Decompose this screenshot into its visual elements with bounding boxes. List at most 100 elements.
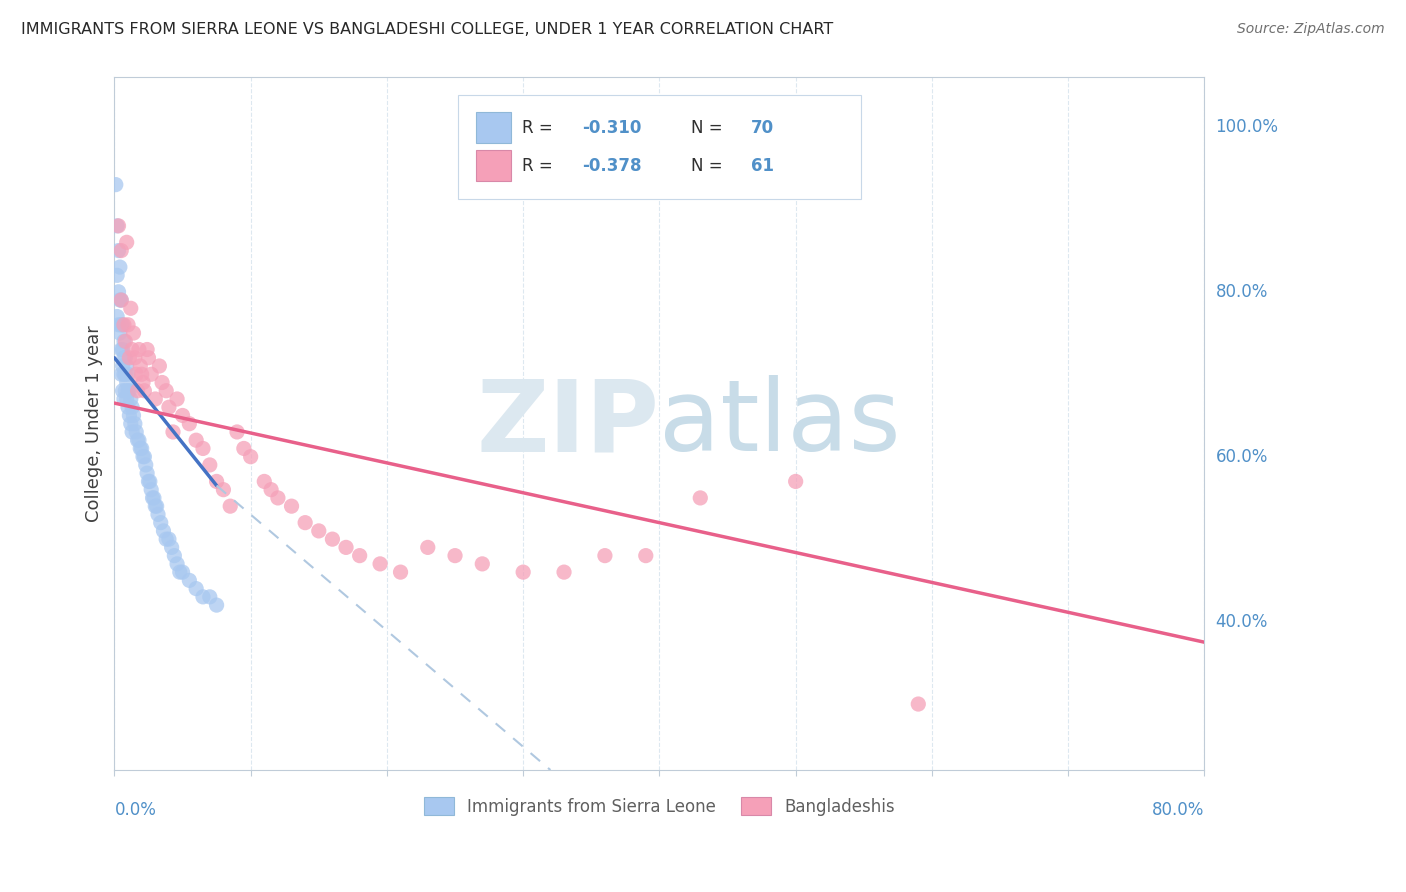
Point <box>112 392 135 406</box>
Point <box>198 590 221 604</box>
Text: 100.0%: 100.0% <box>1216 118 1278 136</box>
Point <box>114 368 136 382</box>
Point <box>471 557 494 571</box>
Text: 61: 61 <box>751 157 773 175</box>
Text: N =: N = <box>690 157 728 175</box>
Point <box>169 565 191 579</box>
Point <box>239 450 262 464</box>
Point <box>107 219 129 233</box>
Point <box>321 532 343 546</box>
Point <box>212 483 235 497</box>
Text: 80.0%: 80.0% <box>1152 801 1205 819</box>
Point <box>120 392 142 406</box>
Point <box>121 343 143 357</box>
Point <box>191 590 214 604</box>
Point <box>110 368 132 382</box>
Point <box>107 318 129 332</box>
Point <box>512 565 534 579</box>
Point <box>115 235 138 250</box>
Point <box>145 499 167 513</box>
Point <box>112 368 135 382</box>
Point <box>368 557 391 571</box>
Point <box>179 417 201 431</box>
Legend: Immigrants from Sierra Leone, Bangladeshis: Immigrants from Sierra Leone, Bangladesh… <box>416 789 903 824</box>
FancyBboxPatch shape <box>458 95 860 199</box>
Point <box>121 401 143 415</box>
Point <box>114 334 136 349</box>
Point <box>128 343 150 357</box>
Point <box>108 293 131 307</box>
Point <box>142 491 165 505</box>
Point <box>138 351 160 365</box>
Point <box>136 343 159 357</box>
Point <box>115 376 138 390</box>
Point <box>125 368 148 382</box>
Point <box>111 384 134 398</box>
Text: 70: 70 <box>751 119 775 136</box>
Point <box>132 450 155 464</box>
Point <box>785 475 807 489</box>
Point <box>162 425 184 439</box>
Point <box>143 499 166 513</box>
Point <box>232 442 254 456</box>
Point <box>389 565 412 579</box>
Point <box>107 285 129 299</box>
Point <box>124 417 146 431</box>
Point <box>125 425 148 439</box>
Point <box>148 359 170 373</box>
Point <box>115 392 138 406</box>
Point <box>149 516 172 530</box>
Point <box>118 384 141 398</box>
Point <box>141 368 163 382</box>
Point <box>111 318 134 332</box>
Point <box>122 409 145 423</box>
Point <box>179 574 201 588</box>
Point <box>186 434 208 448</box>
Point <box>157 532 180 546</box>
Point <box>143 392 166 406</box>
Point <box>112 334 135 349</box>
Point <box>112 351 135 365</box>
Point <box>205 598 228 612</box>
Y-axis label: College, Under 1 year: College, Under 1 year <box>86 326 103 522</box>
Text: 40.0%: 40.0% <box>1216 613 1268 631</box>
Point <box>111 343 134 357</box>
Point <box>124 351 146 365</box>
Point <box>146 508 169 522</box>
Text: -0.310: -0.310 <box>582 119 641 136</box>
Point <box>157 401 180 415</box>
Point <box>117 318 139 332</box>
Point <box>141 483 163 497</box>
Point <box>105 268 128 283</box>
Point <box>155 532 177 546</box>
Point <box>110 293 132 307</box>
Point <box>294 516 316 530</box>
Point <box>114 384 136 398</box>
Text: R =: R = <box>522 119 558 136</box>
Point <box>416 541 439 555</box>
Point <box>160 541 183 555</box>
Text: ZIP: ZIP <box>477 376 659 472</box>
Point <box>308 524 330 538</box>
Point <box>120 417 142 431</box>
Point <box>108 326 131 340</box>
Text: Source: ZipAtlas.com: Source: ZipAtlas.com <box>1237 22 1385 37</box>
Text: N =: N = <box>690 119 728 136</box>
Point <box>117 384 139 398</box>
Point <box>108 260 131 274</box>
Point <box>110 244 132 258</box>
Point <box>128 434 150 448</box>
Point <box>219 499 242 513</box>
Point <box>110 343 132 357</box>
Point <box>267 491 290 505</box>
Point <box>129 442 152 456</box>
Point <box>122 326 145 340</box>
Point <box>129 359 152 373</box>
Text: 60.0%: 60.0% <box>1216 448 1268 466</box>
Point <box>118 351 141 365</box>
Point <box>155 384 177 398</box>
Point <box>105 310 128 324</box>
Point <box>205 475 228 489</box>
Point <box>186 582 208 596</box>
Point <box>166 392 188 406</box>
